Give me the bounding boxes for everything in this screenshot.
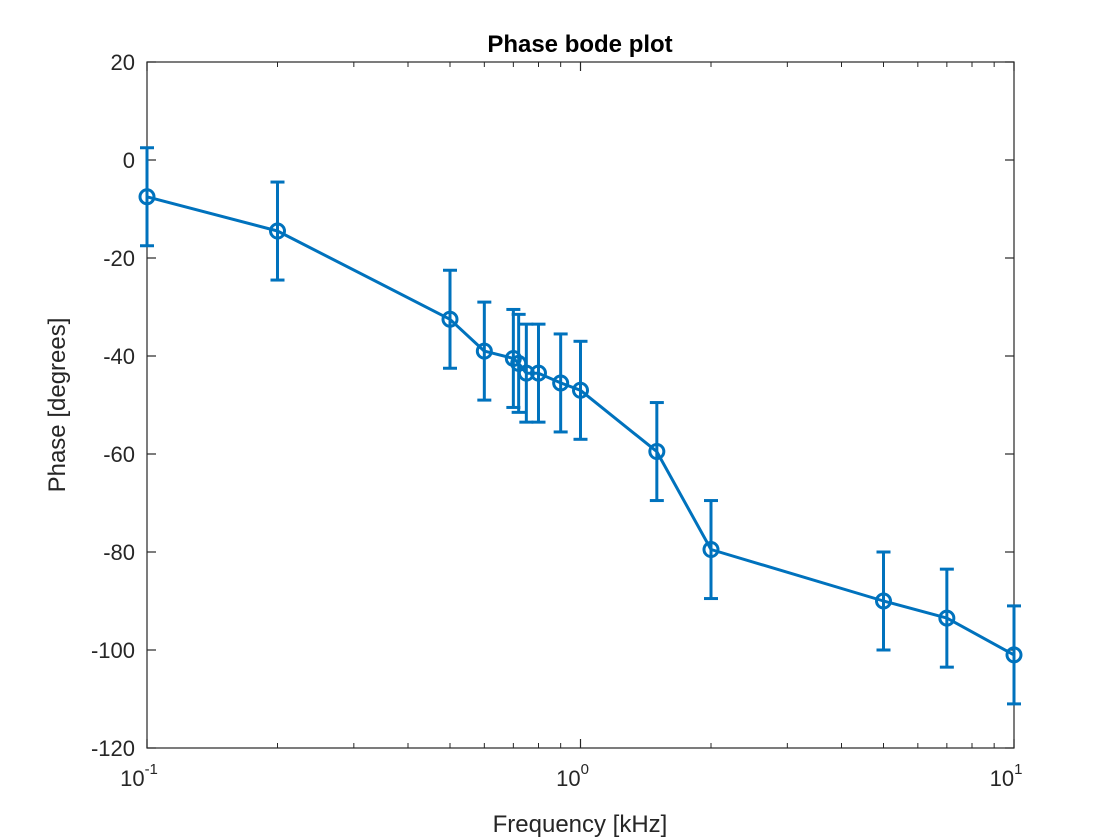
y-tick-label: 0 — [123, 148, 135, 173]
data-point — [702, 541, 720, 559]
y-tick-label: -100 — [91, 638, 135, 663]
data-point — [441, 310, 459, 328]
x-tick-label: 100 — [556, 761, 589, 791]
data-point — [875, 592, 893, 610]
x-axis: 10-1 100 101 — [120, 62, 1022, 791]
x-axis-label: Frequency [kHz] — [493, 811, 668, 838]
y-axis: 20 0 -20 -40 -60 -80 -100 -120 — [91, 50, 1014, 761]
data-point — [648, 443, 666, 461]
x-tick-label: 10-1 — [120, 761, 158, 791]
chart-title: Phase bode plot — [487, 31, 672, 58]
y-tick-label: -120 — [91, 736, 135, 761]
data-point — [572, 381, 589, 399]
data-point — [552, 374, 570, 392]
data-point — [938, 609, 956, 627]
data-point — [475, 342, 493, 360]
data-point — [517, 364, 535, 382]
data-point — [138, 188, 156, 206]
y-tick-label: -20 — [103, 246, 135, 271]
y-tick-label: -40 — [103, 344, 135, 369]
data-point — [1005, 646, 1023, 664]
y-tick-label: 20 — [111, 50, 135, 75]
x-tick-label: 101 — [990, 761, 1023, 791]
y-axis-label: Phase [degrees] — [44, 318, 71, 493]
y-tick-label: -60 — [103, 442, 135, 467]
data-point — [529, 364, 547, 382]
y-tick-label: -80 — [103, 540, 135, 565]
data-point — [268, 222, 286, 240]
series-phase — [138, 146, 1023, 706]
